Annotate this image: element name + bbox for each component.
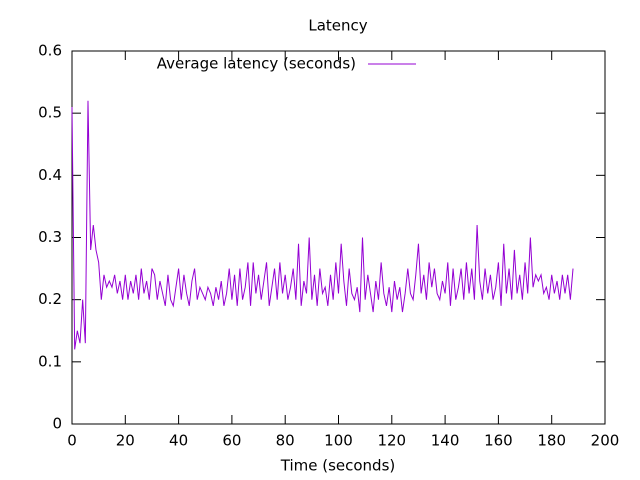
x-axis-label: Time (seconds) (280, 457, 396, 475)
x-tick-label: 140 (431, 432, 460, 450)
series-line (71, 100, 574, 350)
x-tick-label: 40 (169, 432, 188, 450)
x-tick-label: 200 (591, 432, 620, 450)
x-tick-label: 20 (116, 432, 135, 450)
x-tick-label: 100 (324, 432, 353, 450)
x-tick-label: 0 (67, 432, 77, 450)
y-tick-label: 0.5 (38, 104, 62, 122)
y-tick-label: 0 (52, 415, 62, 433)
x-tick-label: 80 (276, 432, 295, 450)
x-tick-label: 60 (222, 432, 241, 450)
x-tick-label: 160 (484, 432, 513, 450)
y-tick-label: 0.2 (38, 290, 62, 308)
x-tick-label: 180 (537, 432, 566, 450)
y-tick-label: 0.1 (38, 352, 62, 370)
y-tick-label: 0.4 (38, 166, 62, 184)
x-tick-label: 120 (377, 432, 406, 450)
chart-title: Latency (308, 17, 367, 35)
y-tick-label: 0.3 (38, 228, 62, 246)
y-tick-label: 0.6 (38, 42, 62, 60)
legend-label: Average latency (seconds) (157, 55, 356, 73)
plot-frame (71, 50, 606, 425)
